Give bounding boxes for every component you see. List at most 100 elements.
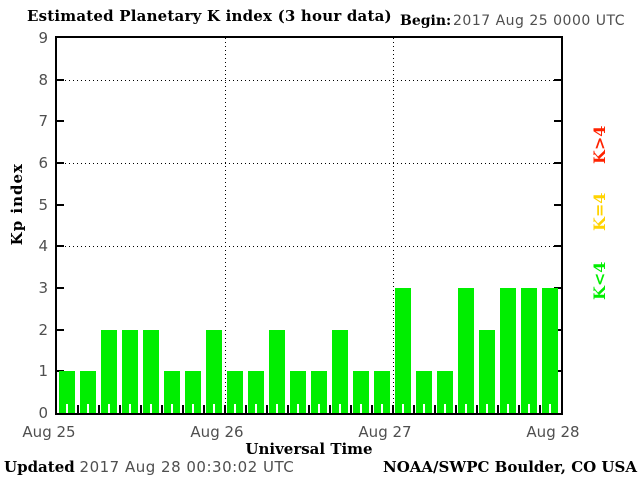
bar-bottom-notch: [297, 404, 299, 413]
kp-bar: [164, 371, 180, 413]
bar-bottom-notch: [171, 404, 173, 413]
x-minor-tick: [539, 405, 541, 413]
x-minor-tick: [182, 405, 184, 413]
kp-bar: [101, 330, 117, 413]
bar-bottom-notch: [213, 404, 215, 413]
updated-timestamp: Updated 2017 Aug 28 00:30:02 UTC: [4, 458, 294, 476]
y-tick-label: 0: [38, 404, 48, 422]
day-boundary-line: [225, 38, 226, 413]
y-tick-label: 4: [38, 237, 48, 256]
day-boundary-line: [393, 38, 394, 413]
y-axis-label: Kp index: [8, 163, 26, 246]
kp-bar: [395, 288, 411, 413]
plot-area: [55, 36, 563, 415]
bar-bottom-notch: [318, 404, 320, 413]
y-tick: [57, 328, 64, 331]
gridline-k6: [57, 163, 561, 164]
gridline-k8: [57, 79, 561, 81]
kp-bar: [542, 288, 558, 413]
x-tick-label: Aug 26: [190, 423, 244, 441]
bar-bottom-notch: [402, 404, 404, 413]
kp-bar: [374, 371, 390, 413]
legend-k-gt-4: K>4: [590, 125, 609, 165]
kp-bar: [206, 330, 222, 413]
x-minor-tick: [224, 405, 226, 413]
kp-bar: [290, 371, 306, 413]
x-minor-tick: [203, 405, 205, 413]
x-minor-tick: [308, 405, 310, 413]
kp-bar: [269, 330, 285, 413]
x-minor-tick: [350, 405, 352, 413]
y-tick: [57, 287, 64, 289]
y-tick: [554, 162, 561, 164]
x-minor-tick: [266, 405, 268, 413]
y-tick: [57, 203, 64, 206]
y-tick-label: 5: [38, 195, 48, 214]
x-tick-label: Aug 25: [22, 423, 76, 441]
x-minor-tick: [413, 405, 415, 413]
x-minor-tick: [518, 405, 520, 413]
bar-bottom-notch: [486, 404, 488, 413]
legend-k-eq-4: K=4: [590, 192, 609, 232]
kp-bar: [311, 371, 327, 413]
kp-bar: [185, 371, 201, 413]
bar-bottom-notch: [87, 404, 89, 413]
x-minor-tick: [77, 405, 79, 413]
x-axis-label: Universal Time: [245, 440, 373, 458]
bar-bottom-notch: [66, 404, 68, 413]
kp-bar: [122, 330, 138, 413]
y-tick: [554, 203, 561, 206]
bar-bottom-notch: [360, 404, 362, 413]
kp-bar: [80, 371, 96, 413]
y-tick-label: 7: [38, 112, 48, 131]
x-minor-tick: [140, 405, 142, 413]
bar-bottom-notch: [339, 404, 341, 413]
kp-bar: [521, 288, 537, 413]
kp-bar: [437, 371, 453, 413]
y-tick-label: 9: [38, 29, 48, 47]
kp-bar: [416, 371, 432, 413]
kp-bar: [458, 288, 474, 413]
kp-bar: [353, 371, 369, 413]
x-minor-tick: [287, 405, 289, 413]
bar-bottom-notch: [234, 404, 236, 413]
x-minor-tick: [329, 405, 331, 413]
x-minor-tick: [455, 405, 457, 413]
updated-value: 2017 Aug 28 00:30:02 UTC: [79, 458, 295, 476]
x-minor-tick: [476, 405, 478, 413]
bar-bottom-notch: [549, 404, 551, 413]
y-tick-label: 3: [38, 279, 48, 297]
kp-bar: [227, 371, 243, 413]
updated-label: Updated: [4, 458, 75, 476]
y-tick: [57, 162, 64, 164]
y-tick: [554, 245, 561, 248]
y-tick: [554, 120, 561, 123]
x-minor-tick: [371, 405, 373, 413]
y-tick: [57, 120, 64, 123]
bar-bottom-notch: [192, 404, 194, 413]
bar-bottom-notch: [465, 404, 467, 413]
kp-bar: [59, 371, 75, 413]
bar-bottom-notch: [423, 404, 425, 413]
y-tick: [57, 78, 64, 81]
kp-bar: [479, 330, 495, 413]
x-minor-tick: [392, 405, 394, 413]
y-tick-label: 8: [38, 70, 48, 89]
x-minor-tick: [434, 405, 436, 413]
bar-bottom-notch: [255, 404, 257, 413]
x-minor-tick: [161, 405, 163, 413]
kp-bar: [500, 288, 516, 413]
y-tick-label: 2: [38, 320, 48, 339]
begin-value: 2017 Aug 25 0000 UTC: [453, 13, 625, 29]
chart-title: Estimated Planetary K index (3 hour data…: [27, 7, 392, 25]
bar-bottom-notch: [129, 404, 131, 413]
y-tick: [554, 78, 561, 81]
source-attribution: NOAA/SWPC Boulder, CO USA: [382, 458, 637, 476]
bar-bottom-notch: [108, 404, 110, 413]
bar-bottom-notch: [381, 404, 383, 413]
kp-bar: [332, 330, 348, 413]
gridline-k4: [57, 246, 561, 248]
y-tick-label: 1: [38, 362, 48, 381]
kp-bar: [143, 330, 159, 413]
